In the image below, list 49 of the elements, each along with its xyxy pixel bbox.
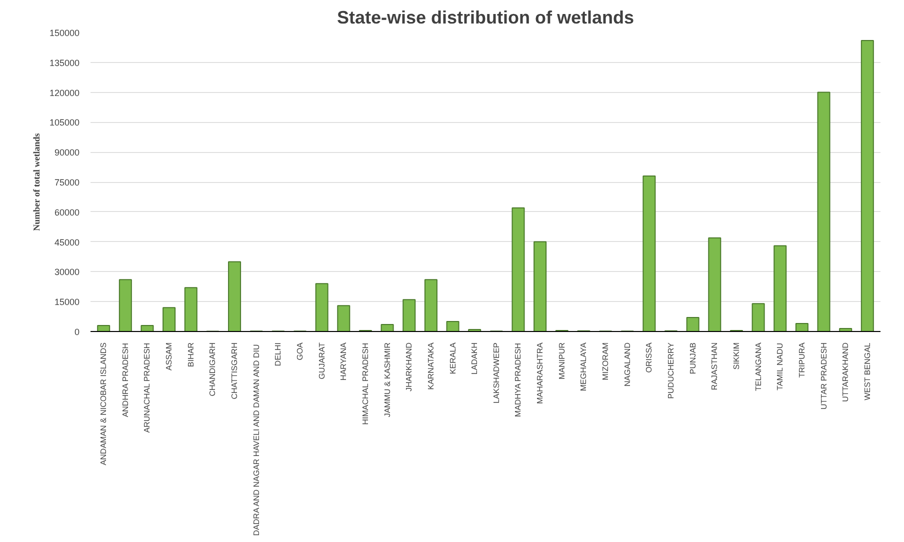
y-tick-label: 75000	[54, 178, 80, 188]
x-tick-label: HARYANA	[339, 342, 348, 380]
x-tick-label: CHATTISGARH	[230, 342, 240, 400]
x-tick-label: UTTARAKHAND	[841, 342, 850, 402]
y-tick-label: 15000	[54, 297, 80, 308]
x-tick-label: PUDUCHERRY	[666, 342, 676, 399]
x-tick-label: JHARKHAND	[404, 342, 414, 392]
y-tick-label: 90000	[54, 148, 80, 158]
x-tick-label: MIZORAM	[601, 342, 610, 380]
x-tick-label: MAHARASHTRA	[536, 342, 545, 404]
x-tick-label: DELHI	[274, 342, 283, 366]
x-tick-label: GOA	[296, 342, 305, 360]
x-tick-label: UTTAR PRADESH	[819, 342, 828, 410]
x-tick-label: MADHYA PRADESH	[514, 342, 523, 418]
x-tick-label: ORISSA	[644, 342, 654, 373]
y-tick-label: 0	[74, 327, 80, 337]
x-tick-label: KARNATAKA	[426, 342, 436, 390]
x-tick-label: BIHAR	[186, 342, 196, 367]
x-tick-label: DADRA AND NAGAR HAVELI AND DAMAN AND DIU	[252, 344, 261, 536]
x-tick-label: RAJASTHAN	[710, 342, 720, 390]
x-tick-label: KERALA	[448, 342, 458, 374]
x-tick-label: PUNJAB	[688, 342, 698, 374]
x-tick-label: WEST BENGAL	[862, 342, 872, 400]
y-tick-label: 105000	[49, 118, 80, 128]
x-tick-label: LAKSHADWEEP	[492, 342, 501, 404]
y-tick-label: 30000	[54, 267, 80, 278]
x-tick-label: SIKKIM	[732, 342, 741, 370]
x-tick-label: NAGALAND	[622, 342, 632, 387]
x-tick-label: LADAKH	[470, 342, 480, 375]
x-tick-label: ANDHRA PRADESH	[120, 342, 130, 418]
x-tick-label: ANDAMAN & NICOBAR ISLANDS	[99, 342, 108, 466]
x-tick-label: TAMIL NADU	[776, 342, 785, 390]
x-tick-label: TRIPURA	[797, 342, 806, 378]
x-tick-label: ASSAM	[164, 342, 174, 371]
y-axis-title: Number of total wetlands	[31, 132, 42, 231]
chart-title: State-wise distribution of wetlands	[336, 8, 634, 28]
x-tick-label: HIMACHAL PRADESH	[360, 342, 370, 425]
y-tick-label: 45000	[54, 237, 80, 248]
x-tick-label: MANIPUR	[557, 342, 566, 380]
x-tick-label: TELANGANA	[754, 342, 763, 391]
x-tick-label: ARUNACHAL PRADESH	[142, 342, 152, 433]
y-tick-label: 150000	[49, 28, 80, 38]
x-tick-label: JAMMU & KASHMIR	[382, 342, 392, 418]
x-tick-label: MEGHALAYA	[579, 342, 588, 392]
y-tick-label: 60000	[54, 207, 80, 218]
y-tick-label: 135000	[49, 58, 80, 68]
x-tick-label: GUJARAT	[317, 342, 326, 380]
y-tick-label: 120000	[49, 88, 80, 98]
x-tick-label: CHANDIGARH	[208, 342, 218, 396]
